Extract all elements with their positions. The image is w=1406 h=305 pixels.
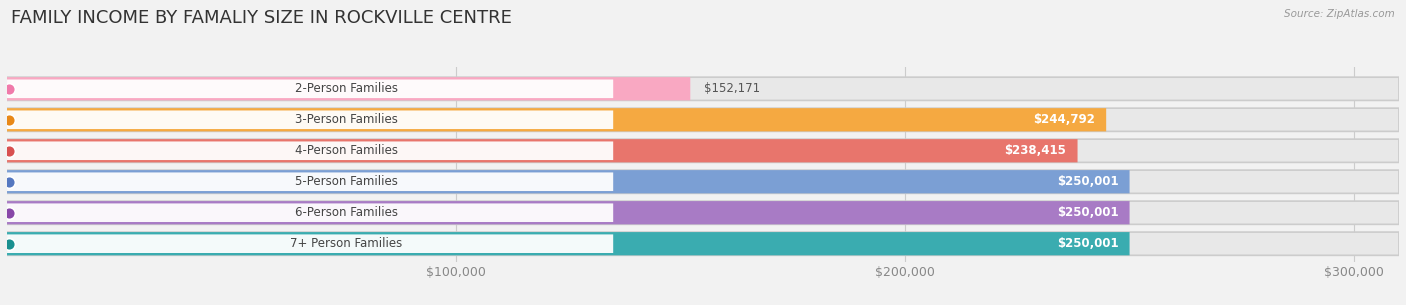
FancyBboxPatch shape	[7, 108, 1107, 131]
FancyBboxPatch shape	[7, 80, 613, 98]
FancyBboxPatch shape	[7, 77, 690, 100]
Text: FAMILY INCOME BY FAMALIY SIZE IN ROCKVILLE CENTRE: FAMILY INCOME BY FAMALIY SIZE IN ROCKVIL…	[11, 9, 512, 27]
Text: 5-Person Families: 5-Person Families	[295, 175, 398, 188]
Text: 2-Person Families: 2-Person Families	[295, 82, 398, 95]
FancyBboxPatch shape	[7, 142, 613, 160]
Text: $250,001: $250,001	[1057, 206, 1118, 219]
FancyBboxPatch shape	[7, 235, 613, 253]
Text: 7+ Person Families: 7+ Person Families	[291, 237, 402, 250]
Text: $244,792: $244,792	[1033, 113, 1095, 126]
FancyBboxPatch shape	[7, 203, 613, 222]
Text: 6-Person Families: 6-Person Families	[295, 206, 398, 219]
FancyBboxPatch shape	[7, 201, 1399, 224]
Text: $250,001: $250,001	[1057, 237, 1118, 250]
FancyBboxPatch shape	[7, 108, 1399, 131]
Text: Source: ZipAtlas.com: Source: ZipAtlas.com	[1284, 9, 1395, 19]
FancyBboxPatch shape	[7, 232, 1129, 255]
Text: 3-Person Families: 3-Person Families	[295, 113, 398, 126]
Text: $152,171: $152,171	[704, 82, 759, 95]
Text: 4-Person Families: 4-Person Families	[295, 144, 398, 157]
FancyBboxPatch shape	[7, 201, 1129, 224]
FancyBboxPatch shape	[7, 77, 1399, 100]
FancyBboxPatch shape	[7, 232, 1399, 255]
FancyBboxPatch shape	[7, 110, 613, 129]
Text: $250,001: $250,001	[1057, 175, 1118, 188]
FancyBboxPatch shape	[7, 170, 1399, 193]
Text: $238,415: $238,415	[1004, 144, 1066, 157]
FancyBboxPatch shape	[7, 139, 1399, 162]
FancyBboxPatch shape	[7, 172, 613, 191]
FancyBboxPatch shape	[7, 139, 1077, 162]
FancyBboxPatch shape	[7, 170, 1129, 193]
